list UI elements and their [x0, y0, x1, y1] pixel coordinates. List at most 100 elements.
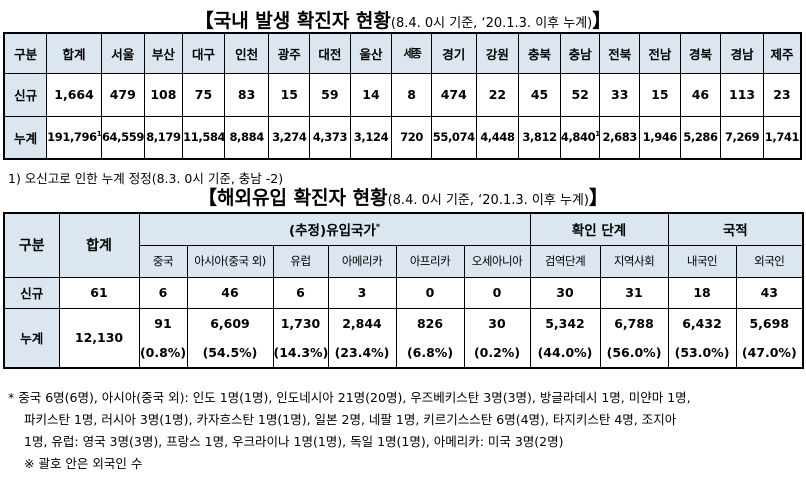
- header-cell: 강원: [475, 32, 520, 74]
- table-cell: 7,269: [720, 115, 764, 160]
- table-cell: 45: [518, 72, 561, 117]
- table-cell: 46: [679, 72, 722, 117]
- table-cell: 22: [475, 72, 520, 117]
- overseas-title: 【해외유입 확진자 현황(8.4. 0시 기준, ‘20.1.3. 이후 누계)…: [198, 187, 608, 209]
- table-cell: 23: [762, 72, 802, 117]
- table-cell: 75: [182, 72, 225, 117]
- subheader-cell: 내국인: [667, 244, 737, 278]
- table-cell: 108: [143, 72, 184, 117]
- table-cell: 826: [395, 307, 465, 338]
- table-cell: 64,559: [100, 115, 145, 160]
- subheader-cell: 유럽: [272, 244, 329, 278]
- overseas-header-row: 구분 합계 (추정)유입국가* 확인 단계 국적: [3, 212, 804, 278]
- header-cell: 세종: [391, 32, 432, 74]
- header-cell: 부산: [143, 32, 184, 74]
- subheader-cell: 지역사회: [599, 244, 669, 278]
- table-cell: 3,274: [268, 115, 311, 160]
- header-cell: 울산: [349, 32, 393, 74]
- subheader-cell: 아시아(중국 외): [186, 244, 274, 278]
- table-cell: 5,698: [735, 307, 804, 338]
- header-cell: 대전: [309, 32, 351, 74]
- table-cell: 720: [391, 115, 432, 160]
- footnote-mark: *: [375, 222, 381, 232]
- header-cell: 충북: [518, 32, 561, 74]
- overseas-notes: * 중국 6명(6명), 아시아(중국 외): 인도 1명(1명), 인도네시아…: [8, 387, 800, 475]
- row-label: 누계: [3, 115, 48, 160]
- domestic-cumulative-row: 누계 191,7961) 64,559 8,179 11,584 8,884 3…: [3, 115, 802, 160]
- table-cell: 113: [720, 72, 764, 117]
- table-cell: 46: [186, 276, 274, 309]
- header-cell: 제주: [762, 32, 802, 74]
- table-cell: 30: [463, 307, 531, 338]
- header-cell: 경남: [720, 32, 764, 74]
- table-cell: 1,664: [46, 72, 102, 117]
- footnote-mark: 1): [96, 130, 102, 139]
- header-cell: 확인 단계: [529, 212, 669, 246]
- percent-cell: (53.0%): [667, 338, 737, 369]
- percent-cell: (56.0%): [599, 338, 669, 369]
- table-cell: 33: [599, 72, 641, 117]
- percent-cell: (54.5%): [186, 338, 274, 369]
- table-cell: 1,946: [639, 115, 681, 160]
- table-cell: 12,130: [58, 307, 140, 369]
- subheader-cell: 검역단계: [529, 244, 601, 278]
- table-cell: 8,884: [223, 115, 270, 160]
- header-cell: 구분: [3, 212, 60, 278]
- table-cell: 55,074: [430, 115, 477, 160]
- header-cell: 전남: [639, 32, 681, 74]
- domestic-title: 【국내 발생 확진자 현황(8.4. 0시 기준, ‘20.1.3. 이후 누계…: [194, 10, 612, 32]
- footnote-mark: 1): [595, 130, 600, 139]
- subheader-cell: 중국: [138, 244, 188, 278]
- table-cell: 6,788: [599, 307, 669, 338]
- row-label: 신규: [3, 276, 60, 309]
- table-cell: 5,286: [679, 115, 722, 160]
- header-cell: 합계: [46, 32, 102, 74]
- subheader-cell: 외국인: [735, 244, 804, 278]
- overseas-table: 구분 합계 (추정)유입국가* 확인 단계 국적 중국 아시아(중국 외) 유럽…: [3, 212, 805, 369]
- row-label: 신규: [3, 72, 48, 117]
- table-cell: 43: [735, 276, 804, 309]
- percent-cell: (0.2%): [463, 338, 531, 369]
- table-cell: 15: [639, 72, 681, 117]
- table-cell: 59: [309, 72, 351, 117]
- domestic-subtitle: (8.4. 0시 기준, ‘20.1.3. 이후 누계): [390, 16, 593, 31]
- table-cell: 0: [463, 276, 531, 309]
- table-cell: 6: [138, 276, 188, 309]
- table-cell: 6,609: [186, 307, 274, 338]
- table-cell: 61: [58, 276, 140, 309]
- domestic-table: 구분 합계 서울 부산 대구 인천 광주 대전 울산 세종 경기 강원 충북 충…: [3, 32, 802, 160]
- header-cell: 서울: [100, 32, 145, 74]
- table-cell: 18: [667, 276, 737, 309]
- header-cell: 국적: [667, 212, 804, 246]
- table-cell: 4,8401): [559, 115, 601, 160]
- header-cell: 합계: [58, 212, 140, 278]
- table-cell: 2,844: [327, 307, 397, 338]
- header-cell: 광주: [268, 32, 311, 74]
- table-cell: 30: [529, 276, 601, 309]
- domestic-footnote: 1) 오신고로 인한 누계 정정(8.3. 0시 기준, 충남 -2): [8, 171, 284, 186]
- table-cell: 8: [391, 72, 432, 117]
- table-cell: 3,124: [349, 115, 393, 160]
- percent-cell: (23.4%): [327, 338, 397, 369]
- header-cell: (추정)유입국가*: [138, 212, 531, 246]
- percent-cell: (14.3%): [272, 338, 329, 369]
- table-cell: 52: [559, 72, 601, 117]
- table-cell: 4,373: [309, 115, 351, 160]
- percent-cell: (47.0%): [735, 338, 804, 369]
- table-cell: 15: [268, 72, 311, 117]
- overseas-new-row: 신규 61 6 46 6 3 0 0 30 31 18 43: [3, 276, 804, 309]
- percent-cell: (44.0%): [529, 338, 601, 369]
- overseas-cumulative-row: 누계 12,130 91 6,609 1,730 2,844 826 30 5,…: [3, 307, 804, 369]
- table-cell: 6: [272, 276, 329, 309]
- header-cell: 전북: [599, 32, 641, 74]
- header-cell: 경북: [679, 32, 722, 74]
- table-cell: 2,683: [599, 115, 641, 160]
- table-cell: 31: [599, 276, 669, 309]
- note-line: * 중국 6명(6명), 아시아(중국 외): 인도 1명(1명), 인도네시아…: [8, 390, 691, 405]
- header-cell: 인천: [223, 32, 270, 74]
- note-line: ※ 괄호 안은 외국인 수: [24, 456, 143, 471]
- table-cell: 91: [138, 307, 188, 338]
- table-cell: 8,179: [143, 115, 184, 160]
- table-cell: 4,448: [475, 115, 520, 160]
- table-cell: 5,342: [529, 307, 601, 338]
